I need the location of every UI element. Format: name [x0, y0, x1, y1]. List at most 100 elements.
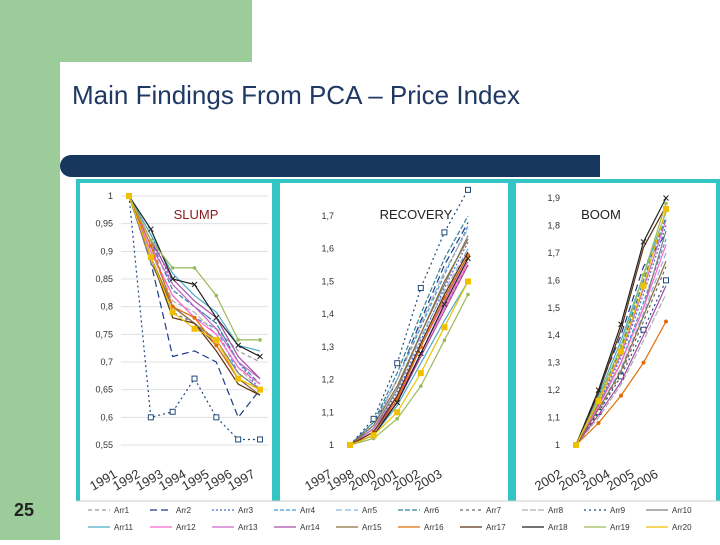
data-point [441, 301, 448, 308]
y-tick-label: 1,4 [321, 309, 334, 319]
data-point [170, 304, 175, 309]
data-point [640, 282, 647, 289]
data-point [213, 414, 220, 421]
series-line-arr9 [349, 189, 469, 446]
data-point [235, 342, 242, 349]
data-point [213, 336, 220, 343]
data-point [663, 205, 669, 212]
y-tick-label: 1,9 [547, 193, 560, 203]
legend-label-arr15: Arr15 [362, 523, 382, 532]
data-point [664, 201, 668, 206]
panel-label: RECOVERY [380, 207, 453, 222]
series-line-arr15 [575, 260, 667, 446]
data-point [170, 266, 175, 270]
data-point [618, 321, 624, 328]
legend-label-arr7: Arr7 [486, 506, 502, 515]
left-green-sidebar [0, 0, 60, 540]
y-tick-label: 1,8 [547, 220, 560, 230]
y-tick-label: 1,3 [547, 358, 560, 368]
series-line-arr6 [349, 215, 469, 446]
series-line-arr3 [349, 241, 469, 446]
data-point [258, 338, 262, 342]
y-tick-label: 1,4 [547, 330, 560, 340]
data-point [465, 278, 471, 285]
series-line-arr11 [575, 211, 667, 446]
y-tick-label: 1 [108, 191, 113, 201]
y-tick-label: 1,2 [547, 385, 560, 395]
legend-label-arr10: Arr10 [672, 506, 692, 515]
series-line-arr9 [575, 280, 667, 446]
data-point [641, 273, 646, 277]
data-point [466, 292, 470, 297]
y-tick-label: 0,8 [100, 302, 113, 312]
data-point [394, 360, 401, 367]
y-tick-label: 0,65 [95, 385, 113, 395]
panel-label: SLUMP [174, 207, 219, 222]
series-line-arr3 [575, 225, 667, 446]
price-index-charts: 1 0,95 0,9 0,85 0,8 0,75 0,7 0,65 0,6 0,55 1991 199… [76, 179, 720, 540]
data-point [235, 436, 242, 443]
slide-title: Main Findings From PCA – Price Index [72, 80, 520, 110]
series-line-arr19 [349, 294, 469, 446]
legend-label-arr9: Arr9 [610, 506, 626, 515]
legend-background [76, 501, 720, 540]
y-tick-label: 1,6 [547, 275, 560, 285]
chart-svg: 10,950,90,850,80,750,70,650,60,551991199… [76, 179, 720, 540]
data-point [394, 409, 401, 416]
series-line-arr4 [349, 225, 469, 446]
data-point [235, 375, 242, 382]
series-line-arr15 [349, 238, 469, 446]
data-point [441, 229, 448, 236]
legend-label-arr14: Arr14 [300, 523, 320, 532]
data-point [169, 309, 176, 316]
data-point [192, 266, 197, 270]
y-tick-label: 1,7 [321, 211, 334, 221]
content-corner [60, 62, 140, 142]
y-tick-label: 1,5 [321, 276, 334, 286]
y-tick-label: 0,95 [95, 219, 113, 229]
legend-label-arr1: Arr1 [114, 506, 130, 515]
y-tick-label: 1,1 [321, 407, 334, 417]
data-point [619, 344, 623, 348]
series-line-arr12 [575, 244, 667, 446]
data-point [126, 193, 132, 199]
data-point [370, 432, 377, 439]
data-point [236, 338, 240, 342]
series-line-arr14 [575, 285, 667, 446]
data-point [149, 238, 153, 243]
data-point [663, 277, 669, 284]
data-point [417, 370, 424, 377]
data-point [147, 253, 154, 260]
data-point [257, 436, 263, 443]
data-point [465, 186, 471, 193]
data-point [191, 325, 198, 332]
data-point [640, 239, 647, 245]
data-point [257, 386, 263, 393]
data-point [148, 243, 153, 248]
data-point [191, 375, 198, 382]
data-point [147, 414, 154, 421]
y-tick-label: 0,85 [95, 274, 113, 284]
legend-label-arr2: Arr2 [176, 506, 192, 515]
y-tick-label: 0,55 [95, 440, 113, 450]
data-point [347, 442, 353, 448]
data-point [169, 276, 176, 282]
data-point [419, 384, 423, 388]
legend: Arr1 Arr2 Arr3 Arr4 Arr5 Arr6 Arr7 Arr8 Arr9 Arr1… [76, 500, 720, 540]
title-rule-bar [60, 155, 600, 177]
data-point [618, 348, 624, 355]
legend-label-arr11: Arr11 [114, 523, 134, 532]
data-point [595, 387, 602, 393]
data-point [595, 398, 602, 405]
data-point [191, 281, 198, 288]
legend-label-arr19: Arr19 [610, 523, 630, 532]
legend-label-arr20: Arr20 [672, 523, 692, 532]
data-point [395, 417, 400, 421]
panel-slump: 10,950,90,850,80,750,70,650,60,551991199… [87, 191, 268, 494]
legend-label-arr18: Arr18 [548, 523, 568, 532]
data-point [417, 284, 424, 291]
legend-label-arr4: Arr4 [300, 506, 316, 515]
y-tick-label: 1 [555, 440, 560, 450]
y-tick-label: 1,2 [321, 375, 334, 385]
data-point [417, 350, 424, 357]
